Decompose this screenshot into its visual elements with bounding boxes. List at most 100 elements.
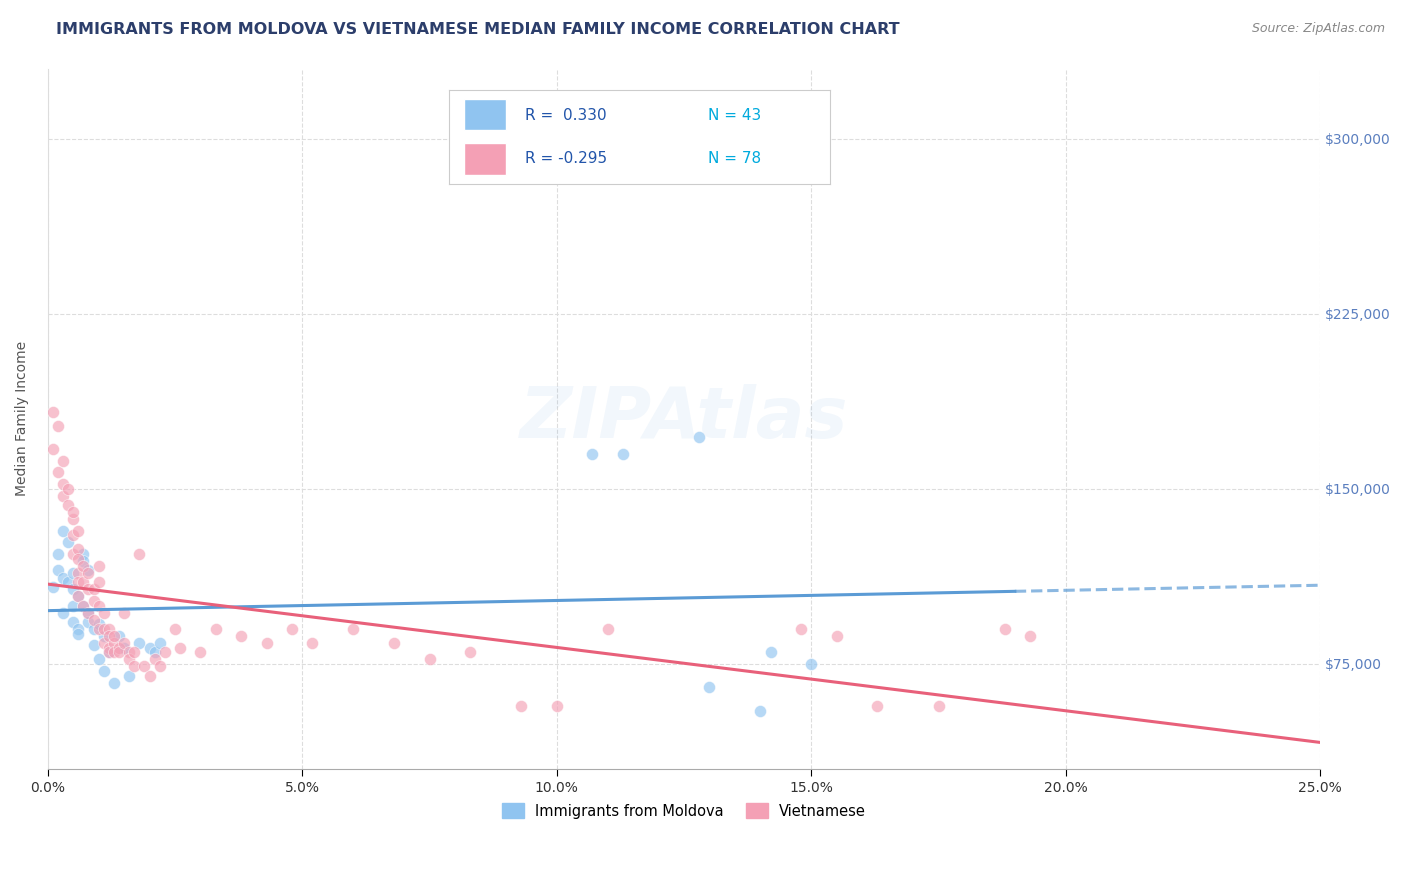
- Point: [128, 547, 150, 561]
- Point: [77, 564, 100, 578]
- Point: [62, 566, 84, 580]
- Point: [510, 698, 533, 713]
- Point: [118, 645, 141, 659]
- Point: [596, 622, 619, 636]
- Point: [83, 638, 105, 652]
- Point: [342, 622, 364, 636]
- Point: [56, 482, 79, 496]
- Point: [56, 498, 79, 512]
- Point: [52, 454, 75, 468]
- Point: [67, 589, 90, 603]
- Point: [87, 652, 110, 666]
- Point: [281, 622, 304, 636]
- Point: [42, 405, 65, 419]
- Text: IMMIGRANTS FROM MOLDOVA VS VIETNAMESE MEDIAN FAMILY INCOME CORRELATION CHART: IMMIGRANTS FROM MOLDOVA VS VIETNAMESE ME…: [56, 22, 900, 37]
- Point: [138, 640, 160, 655]
- Point: [866, 698, 889, 713]
- Point: [169, 640, 191, 655]
- Point: [458, 645, 481, 659]
- Point: [93, 664, 115, 678]
- Point: [103, 636, 125, 650]
- Point: [83, 613, 105, 627]
- Point: [42, 442, 65, 456]
- Legend: Immigrants from Moldova, Vietnamese: Immigrants from Moldova, Vietnamese: [496, 797, 872, 825]
- Point: [204, 622, 226, 636]
- Point: [190, 645, 212, 659]
- Point: [103, 629, 125, 643]
- Point: [67, 589, 90, 603]
- Point: [301, 636, 323, 650]
- Point: [87, 558, 110, 573]
- Point: [97, 645, 120, 659]
- Point: [52, 489, 75, 503]
- Point: [62, 615, 84, 629]
- Point: [52, 524, 75, 538]
- Point: [118, 668, 141, 682]
- Point: [612, 447, 634, 461]
- Point: [103, 645, 125, 659]
- Point: [42, 580, 65, 594]
- Point: [163, 622, 186, 636]
- Point: [153, 645, 176, 659]
- Point: [128, 636, 150, 650]
- Point: [56, 535, 79, 549]
- Point: [46, 564, 69, 578]
- Point: [77, 582, 100, 597]
- Point: [994, 622, 1017, 636]
- Point: [581, 447, 603, 461]
- Point: [77, 606, 100, 620]
- Point: [52, 570, 75, 584]
- Point: [67, 551, 90, 566]
- Point: [72, 599, 94, 613]
- Point: [62, 528, 84, 542]
- Point: [124, 659, 146, 673]
- Point: [72, 547, 94, 561]
- Point: [97, 640, 120, 655]
- Point: [118, 652, 141, 666]
- Point: [112, 640, 135, 655]
- Point: [97, 629, 120, 643]
- Point: [382, 636, 405, 650]
- Point: [108, 640, 131, 655]
- Point: [83, 622, 105, 636]
- Point: [93, 636, 115, 650]
- Point: [97, 645, 120, 659]
- Point: [93, 622, 115, 636]
- Point: [149, 659, 172, 673]
- Point: [52, 606, 75, 620]
- Point: [759, 645, 782, 659]
- Point: [800, 657, 823, 671]
- Point: [688, 430, 710, 444]
- Point: [87, 599, 110, 613]
- Point: [72, 575, 94, 590]
- Point: [46, 466, 69, 480]
- Point: [87, 575, 110, 590]
- Point: [62, 547, 84, 561]
- Point: [124, 645, 146, 659]
- Point: [97, 622, 120, 636]
- Point: [77, 566, 100, 580]
- Point: [77, 615, 100, 629]
- Point: [67, 566, 90, 580]
- Point: [83, 594, 105, 608]
- Point: [928, 698, 950, 713]
- Point: [87, 622, 110, 636]
- Point: [699, 680, 721, 694]
- Point: [67, 575, 90, 590]
- Point: [62, 505, 84, 519]
- Point: [67, 524, 90, 538]
- Point: [93, 606, 115, 620]
- Point: [149, 636, 172, 650]
- Point: [52, 477, 75, 491]
- Point: [46, 547, 69, 561]
- Point: [749, 704, 772, 718]
- Point: [231, 629, 253, 643]
- Point: [72, 554, 94, 568]
- Point: [138, 668, 160, 682]
- Point: [418, 652, 440, 666]
- Point: [83, 582, 105, 597]
- Point: [112, 636, 135, 650]
- Point: [256, 636, 278, 650]
- Text: ZIPAtlas: ZIPAtlas: [520, 384, 848, 453]
- Point: [72, 558, 94, 573]
